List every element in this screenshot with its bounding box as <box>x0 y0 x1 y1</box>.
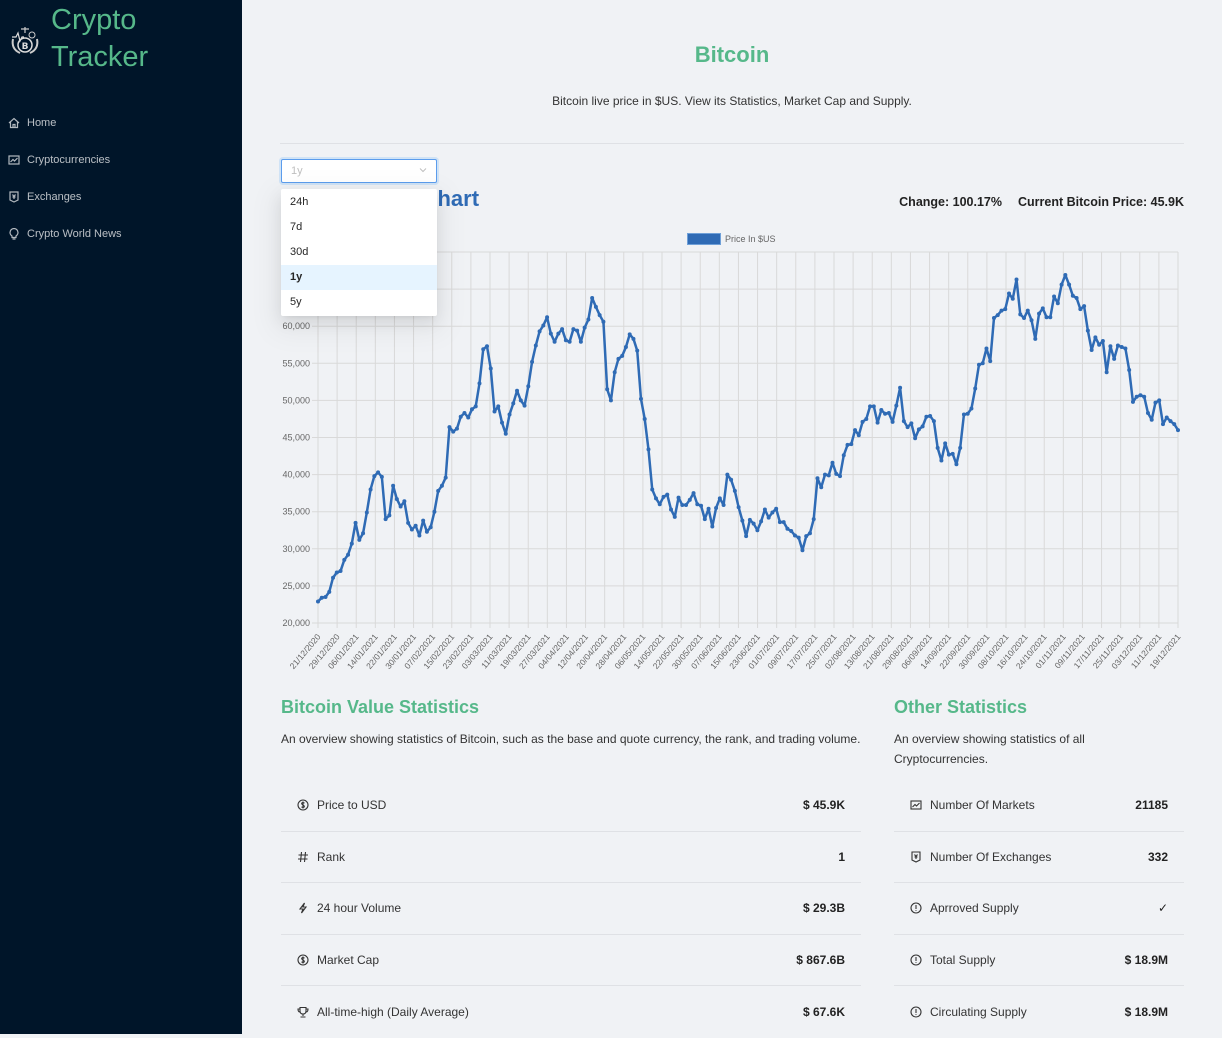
stat-row-rank: Rank 1 <box>281 832 861 883</box>
stat-label: Circulating Supply <box>930 1004 1027 1019</box>
svg-text:40,000: 40,000 <box>282 470 310 480</box>
other-stats-title: Other Statistics <box>894 697 1028 717</box>
stat-row-approved-supply: Aprroved Supply ✓ <box>894 883 1184 935</box>
stat-label: Price to USD <box>317 798 387 813</box>
stat-label: Aprroved Supply <box>930 901 1019 916</box>
stat-label: Market Cap <box>317 952 380 967</box>
stat-value: 332 <box>1147 849 1168 864</box>
time-period-select[interactable]: 1y <box>281 159 437 183</box>
sidebar-item-label: Exchanges <box>27 190 82 203</box>
sidebar-item-label: Cryptocurrencies <box>27 153 111 166</box>
svg-text:35,000: 35,000 <box>282 507 310 517</box>
main-content: Bitcoin Bitcoin live price in $US. View … <box>242 0 1222 1034</box>
value-stats-title: Bitcoin Value Statistics <box>281 697 480 717</box>
stat-value: 21185 <box>1135 798 1168 813</box>
money-collect-icon <box>9 190 19 203</box>
stat-label: All-time-high (Daily Average) <box>317 1004 469 1019</box>
svg-text:60,000: 60,000 <box>282 321 310 331</box>
sidebar-item-cryptocurrencies[interactable]: Cryptocurrencies <box>0 141 242 178</box>
sidebar-item-exchanges[interactable]: Exchanges <box>0 178 242 215</box>
select-value: 1y <box>291 165 303 177</box>
stat-row-all-time-high: All-time-high (Daily Average) $ 67.6K <box>281 986 861 1038</box>
home-icon <box>8 117 20 128</box>
dropdown-option-30d[interactable]: 30d <box>290 246 309 258</box>
chevron-down-icon <box>419 168 427 173</box>
dropdown-option-7d[interactable]: 7d <box>290 221 303 233</box>
chart-stats: Change: 100.17% Current Bitcoin Price: 4… <box>899 195 1184 209</box>
stat-label: Number Of Exchanges <box>930 849 1052 864</box>
dollar-circle-icon <box>297 799 309 811</box>
stat-label: 24 hour Volume <box>317 901 402 916</box>
value-stats-list: Price to USD $ 45.9K Rank 1 24 hour Volu… <box>281 780 861 1038</box>
stat-label: Number Of Markets <box>930 798 1035 813</box>
sidebar-item-home[interactable]: Home <box>0 104 242 141</box>
stat-value: $ 18.9M <box>1124 1004 1168 1019</box>
svg-text:B: B <box>22 42 29 52</box>
time-period-dropdown: 24h 7d 30d 1y 5y <box>281 189 437 316</box>
fund-icon <box>910 800 922 810</box>
stat-row-exchanges: Number Of Exchanges 332 <box>894 832 1184 883</box>
stat-value: $ 67.6K <box>802 1004 845 1019</box>
logo[interactable]: B Crypto Tracker <box>8 2 148 76</box>
trophy-icon <box>297 1006 309 1018</box>
stat-row-market-cap: Market Cap $ 867.6B <box>281 935 861 986</box>
dropdown-option-5y[interactable]: 5y <box>290 296 302 308</box>
check-icon: ✓ <box>1157 901 1168 916</box>
legend-swatch <box>687 233 721 245</box>
exclamation-circle-icon <box>910 902 922 914</box>
stat-value: $ 867.6B <box>796 952 845 967</box>
stat-row-price: Price to USD $ 45.9K <box>281 780 861 832</box>
divider <box>280 143 1184 144</box>
svg-text:25,000: 25,000 <box>282 581 310 591</box>
thunderbolt-icon <box>298 902 308 914</box>
sidebar-item-label: Home <box>27 116 57 129</box>
price-change: Change: 100.17% <box>899 195 1002 209</box>
bulb-icon <box>9 227 19 240</box>
dollar-circle-icon <box>297 954 309 966</box>
stat-value: $ 29.3B <box>802 901 845 916</box>
page-title: Bitcoin <box>694 42 770 67</box>
exclamation-circle-icon <box>910 954 922 966</box>
stat-value: $ 45.9K <box>802 798 845 813</box>
stat-label: Rank <box>317 849 346 864</box>
stat-row-total-supply: Total Supply $ 18.9M <box>894 935 1184 986</box>
value-stats-description: An overview showing statistics of Bitcoi… <box>281 732 861 746</box>
dropdown-option-24h[interactable]: 24h <box>290 196 309 208</box>
sidebar: B Crypto Tracker Home Cryptocurrencies E… <box>0 0 242 1034</box>
other-stats-list: Number Of Markets 21185 Number Of Exchan… <box>894 780 1184 1038</box>
number-icon <box>298 851 308 862</box>
svg-text:30,000: 30,000 <box>282 544 310 554</box>
current-price: Current Bitcoin Price: 45.9K <box>1017 195 1184 209</box>
sidebar-item-news[interactable]: Crypto World News <box>0 215 242 252</box>
legend-label: Price In $US <box>725 234 776 244</box>
sidebar-item-label: Crypto World News <box>27 227 122 240</box>
stat-label: Total Supply <box>930 952 996 967</box>
dropdown-option-1y[interactable]: 1y <box>281 265 437 290</box>
stat-row-volume: 24 hour Volume $ 29.3B <box>281 883 861 935</box>
stat-row-markets: Number Of Markets 21185 <box>894 780 1184 832</box>
exclamation-circle-icon <box>910 1006 922 1018</box>
page-subtitle: Bitcoin live price in $US. View its Stat… <box>552 94 912 108</box>
logo-line2: Tracker <box>51 41 149 73</box>
stat-row-circulating-supply: Circulating Supply $ 18.9M <box>894 986 1184 1038</box>
stat-value: $ 18.9M <box>1124 952 1168 967</box>
logo-line1: Crypto <box>51 4 137 36</box>
money-collect-icon <box>911 851 921 863</box>
stat-value: 1 <box>838 849 845 864</box>
svg-text:20,000: 20,000 <box>282 618 310 628</box>
svg-text:45,000: 45,000 <box>282 433 310 443</box>
chart-legend[interactable]: Price In $US <box>687 233 776 245</box>
price-line-chart: 20,000 25,000 30,000 35,000 40,000 45,000 50,0… <box>282 251 1183 671</box>
svg-text:50,000: 50,000 <box>282 395 310 405</box>
other-stats-description: An overview showing statistics of all Cr… <box>894 732 1085 766</box>
svg-text:55,000: 55,000 <box>282 358 310 368</box>
sidebar-menu: Home Cryptocurrencies Exchanges Crypto W… <box>0 104 242 252</box>
bitcoin-emblem-icon: B <box>11 27 39 54</box>
line-chart-icon <box>8 154 20 165</box>
